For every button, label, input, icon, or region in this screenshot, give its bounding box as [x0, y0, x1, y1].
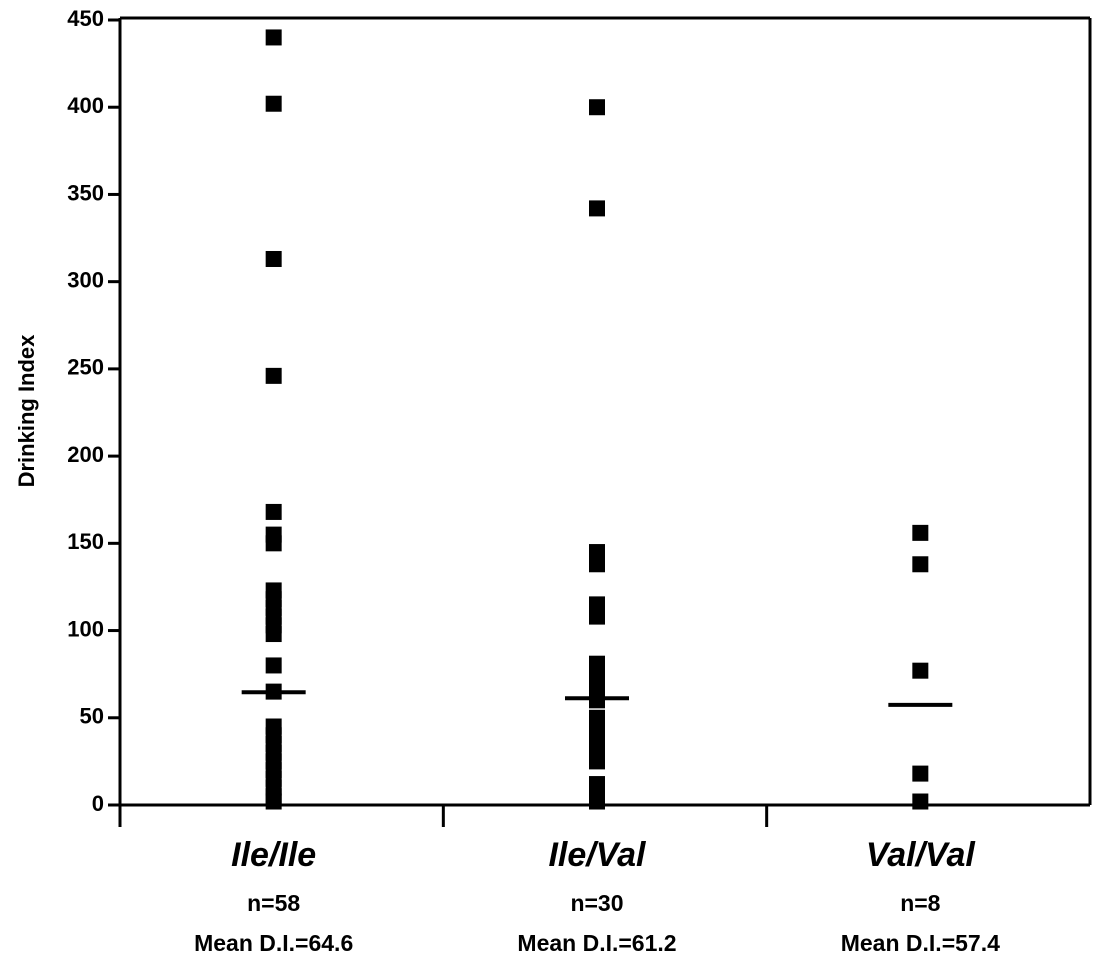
n-label: n=58 [247, 890, 300, 916]
data-point [589, 99, 605, 116]
data-point [589, 793, 605, 810]
data-point [589, 680, 605, 697]
y-axis-label: Drinking Index [14, 334, 39, 488]
data-point [589, 730, 605, 747]
n-label: n=8 [900, 890, 940, 916]
y-tick-label: 100 [67, 616, 104, 641]
data-point [589, 655, 605, 672]
data-point [912, 556, 929, 573]
data-point [589, 667, 605, 684]
y-tick-label: 400 [67, 93, 104, 118]
data-point [265, 535, 282, 552]
data-point [265, 657, 282, 674]
y-tick-label: 300 [67, 267, 104, 292]
x-tick-label: Ile/Val [548, 836, 647, 874]
mean-label: Mean D.I.=64.6 [194, 930, 353, 956]
n-label: n=30 [570, 890, 623, 916]
y-tick-label: 200 [67, 442, 104, 467]
data-point [589, 556, 605, 573]
y-tick-label: 250 [67, 355, 104, 380]
data-point [912, 765, 929, 782]
data-point [589, 692, 605, 709]
data-point [912, 662, 929, 679]
data-point [265, 29, 282, 46]
x-tick-label: Ile/Ile [231, 836, 316, 874]
data-point [265, 367, 282, 384]
y-tick-label: 150 [67, 529, 104, 554]
data-point [912, 524, 929, 541]
y-tick-label: 450 [67, 6, 104, 31]
data-point [265, 95, 282, 112]
mean-label: Mean D.I.=61.2 [517, 930, 676, 956]
data-point [589, 200, 605, 217]
y-tick-label: 350 [67, 180, 104, 205]
data-point [589, 753, 605, 770]
mean-label: Mean D.I.=57.4 [841, 930, 1000, 956]
data-point [265, 793, 282, 810]
data-point [589, 608, 605, 625]
data-point [912, 793, 929, 810]
data-point [265, 503, 282, 520]
y-tick-label: 0 [92, 791, 104, 816]
data-point [265, 250, 282, 267]
data-point [589, 544, 605, 561]
data-point [589, 596, 605, 613]
y-tick-label: 50 [80, 704, 104, 729]
data-point [265, 626, 282, 643]
x-tick-label: Val/Val [866, 836, 977, 874]
